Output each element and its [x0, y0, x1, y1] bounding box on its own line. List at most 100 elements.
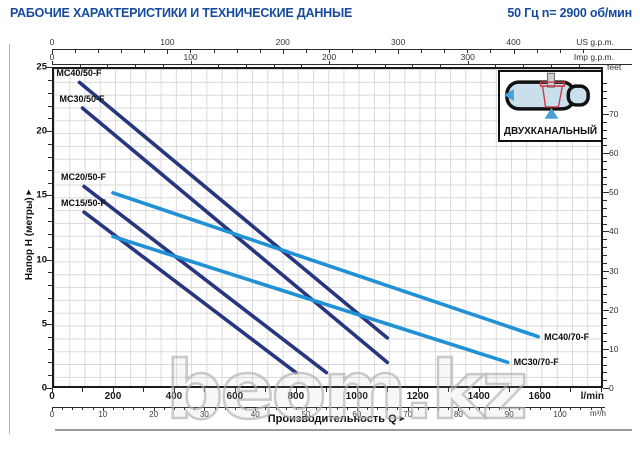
x-axis-title-text: Производительность Q [267, 413, 397, 425]
imp-gpm-axis-line [52, 64, 632, 65]
m3h-minor-tick [234, 407, 236, 410]
m3h-minor-tick [499, 407, 501, 410]
curve-MC40/50-F [77, 80, 390, 340]
feet-minor-tick [603, 286, 607, 288]
m3h-minor-tick [275, 407, 277, 410]
head-minor-tick [48, 336, 52, 338]
head-tick [46, 323, 52, 325]
m3h-tick [560, 407, 562, 411]
m3h-tick [407, 407, 409, 411]
feet-minor-tick [603, 325, 607, 327]
feet-minor-tick [603, 294, 607, 296]
us-gpm-tick [513, 49, 515, 54]
m3h-minor-tick [377, 407, 379, 410]
feet-tick [603, 388, 609, 389]
imp-gpm-tick-label: 100 [183, 52, 198, 62]
us-gpm-minor-tick [375, 49, 377, 53]
m3h-minor-tick [488, 407, 490, 410]
feet-minor-tick [603, 239, 607, 241]
m3h-minor-tick [112, 407, 114, 410]
feet-tick [603, 270, 609, 272]
m3h-minor-tick [387, 407, 389, 410]
head-minor-tick [48, 246, 52, 248]
head-minor-tick [48, 169, 52, 171]
feet-tick-label: 60 [609, 148, 619, 159]
head-tick [46, 388, 52, 389]
head-minor-tick [48, 79, 52, 81]
m3h-minor-tick [519, 407, 521, 410]
us-gpm-minor-tick [98, 49, 100, 53]
us-gpm-minor-tick [444, 49, 446, 53]
m3h-minor-tick [123, 407, 125, 410]
m3h-tick-label: 40 [250, 410, 260, 419]
lmin-tick [52, 388, 53, 392]
lmin-tick [600, 388, 602, 392]
us-gpm-minor-tick [213, 49, 215, 53]
head-minor-tick [48, 144, 52, 146]
m3h-minor-tick [397, 407, 399, 410]
head-tick [46, 131, 52, 133]
head-minor-tick [48, 375, 52, 377]
m3h-tick-label: 60 [352, 410, 362, 419]
m3h-minor-tick [336, 407, 338, 410]
m3h-tick [255, 407, 257, 411]
head-minor-tick [48, 156, 52, 158]
feet-minor-tick [603, 278, 607, 280]
us-gpm-minor-tick [75, 49, 77, 53]
imp-gpm-minor-tick [107, 64, 109, 67]
feet-minor-tick [603, 364, 607, 366]
head-minor-tick [48, 92, 52, 94]
flow-arrow-left-icon [503, 89, 514, 101]
us-gpm-minor-tick [536, 49, 538, 53]
lmin-tick-label: 0 [49, 391, 55, 402]
lmin-tick [478, 388, 480, 392]
curve-label-MC40/50-F: MC40/50-F [56, 68, 102, 79]
lmin-tick [82, 388, 84, 392]
m3h-minor-tick [478, 407, 480, 410]
m3h-tick [509, 407, 511, 411]
lmin-tick [448, 388, 450, 392]
imp-gpm-minor-tick [495, 64, 497, 67]
x-axis-title: Производительность Q ▸ [256, 413, 416, 425]
feet-tick [603, 309, 609, 311]
m3h-minor-tick [173, 407, 175, 410]
head-minor-tick [48, 349, 52, 351]
us-gpm-minor-tick [467, 49, 469, 53]
imp-gpm-tick [190, 61, 192, 64]
m3h-minor-tick [92, 407, 94, 410]
curve-MC20/50-F [82, 184, 329, 375]
lmin-tick [570, 388, 572, 392]
m3h-minor-tick [417, 407, 419, 410]
curve-label-MC15/50-F: MC15/50-F [61, 198, 107, 209]
feet-minor-tick [603, 372, 607, 374]
m3h-minor-tick [529, 407, 531, 410]
feet-tick [603, 153, 609, 155]
imp-gpm-minor-tick [550, 64, 552, 67]
imp-gpm-minor-tick [578, 64, 580, 67]
feet-minor-tick [603, 200, 607, 202]
curve-label-MC30/70-F: MC30/70-F [513, 357, 559, 368]
us-gpm-tick-label: 200 [275, 37, 290, 47]
imp-gpm-tick-label: 300 [460, 52, 475, 62]
feet-minor-tick [603, 145, 607, 147]
m3h-minor-tick [82, 407, 84, 410]
flow-arrow-up-icon [544, 107, 559, 119]
head-tick [46, 259, 52, 261]
feet-minor-tick [603, 341, 607, 343]
curve-MC30/70-F [111, 234, 510, 365]
feet-tick-label: 40 [609, 226, 619, 237]
m3h-minor-tick [285, 407, 287, 410]
m3h-tick [306, 407, 308, 411]
lmin-tick [265, 388, 267, 392]
figure-left-border [9, 44, 10, 434]
head-tick-label: 20 [36, 125, 47, 137]
feet-minor-tick [603, 262, 607, 264]
us-gpm-unit-label: US g.p.m. [576, 37, 614, 47]
m3h-minor-tick [600, 407, 602, 410]
feet-tick-label: 30 [609, 265, 619, 276]
m3h-minor-tick [163, 407, 165, 410]
imp-gpm-minor-tick [523, 64, 525, 67]
lmin-tick-label: 400 [165, 391, 183, 402]
m3h-minor-tick [143, 407, 145, 410]
page-title: РАБОЧИЕ ХАРАКТЕРИСТИКИ И ТЕХНИЧЕСКИЕ ДАН… [10, 6, 353, 20]
